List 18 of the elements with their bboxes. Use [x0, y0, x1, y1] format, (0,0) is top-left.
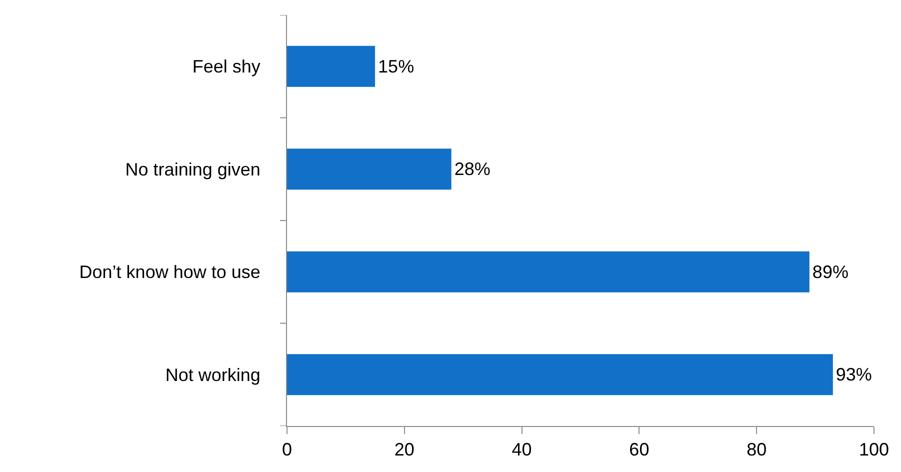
data-label: 89%: [812, 262, 848, 282]
y-tick-label: Feel shy: [192, 56, 260, 77]
y-tick-label: No training given: [125, 159, 260, 180]
x-tick-label: 80: [746, 440, 767, 460]
y-tick-label: Not working: [165, 364, 260, 385]
x-tick-label: 40: [512, 440, 532, 460]
bar: [287, 251, 810, 292]
bar: [287, 354, 833, 396]
data-label: 15%: [378, 56, 414, 76]
x-tick-label: 100: [858, 440, 890, 460]
x-tick-label: 60: [629, 440, 650, 460]
data-label: 93%: [836, 364, 872, 385]
x-tick-label: 20: [394, 440, 414, 460]
y-tick-label: Don’t know how to use: [79, 262, 260, 282]
data-label: 28%: [454, 159, 490, 180]
bar: [287, 46, 376, 87]
bar: [287, 148, 452, 190]
x-tick-label: 0: [282, 440, 292, 460]
